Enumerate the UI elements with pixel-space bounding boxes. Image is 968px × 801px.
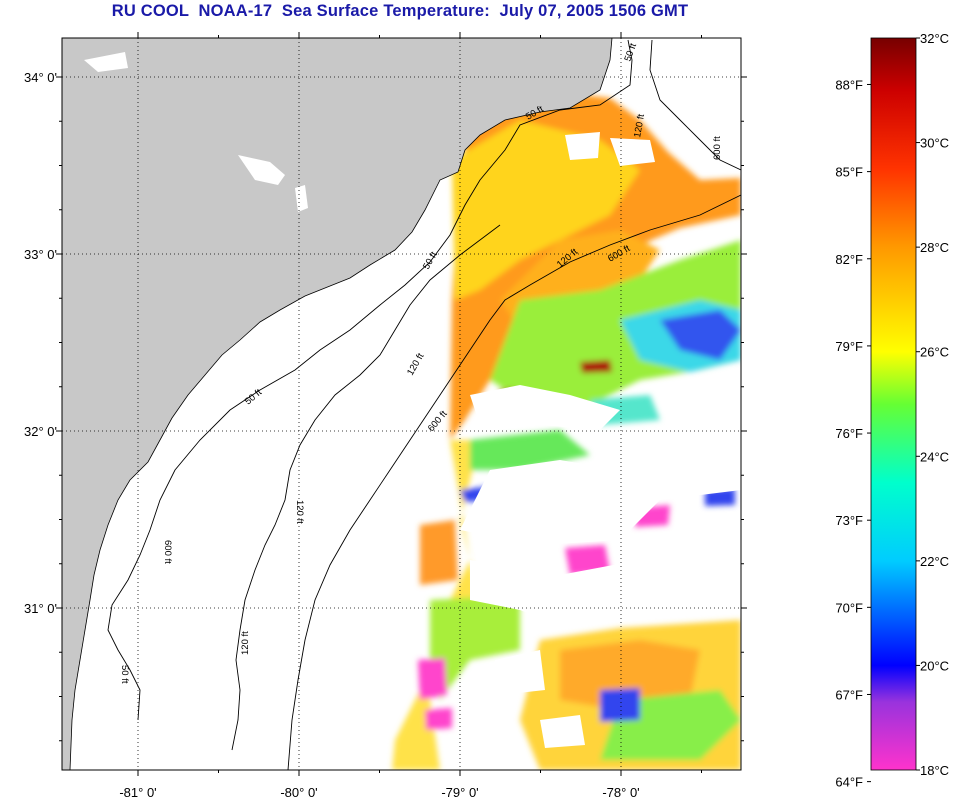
colorbar-fahrenheit-label: 76°F — [835, 426, 863, 441]
lon-tick-label: -78° 0' — [602, 785, 639, 800]
sst-region-shelf-yellow — [452, 120, 640, 300]
sst-region-southeast-orange — [560, 640, 700, 710]
sst-region-southwest-orange — [420, 520, 458, 585]
map-title: RU COOL NOAA-17 Sea Surface Temperature:… — [111, 2, 689, 20]
lat-tick-label: 34° 0' — [24, 70, 57, 85]
lon-tick-label: -80° 0' — [280, 785, 317, 800]
cloud-mask — [460, 60, 741, 748]
colorbar-fahrenheit-label: 64°F — [835, 775, 863, 790]
lat-tick-label: 32° 0' — [24, 424, 57, 439]
sst-patch-magenta-4 — [425, 708, 452, 730]
contour-50ft — [107, 39, 633, 721]
colorbar-celsius-label: 32°C — [920, 31, 949, 46]
colorbar-fahrenheit-label: 73°F — [835, 513, 863, 528]
contour-label: 50 ft — [119, 665, 130, 684]
colorbar-celsius-label: 26°C — [920, 345, 949, 360]
colorbar-celsius-label: 30°C — [920, 136, 949, 151]
colorbar-celsius-label: 22°C — [920, 554, 949, 569]
contour-label: 120 ft — [240, 631, 251, 655]
map-frame — [61, 37, 742, 771]
inland-water — [84, 52, 308, 212]
sst-region-offshore-green — [490, 240, 741, 420]
lon-tick-label: -79° 0' — [441, 785, 478, 800]
colorbar-fahrenheit-label: 88°F — [835, 77, 863, 92]
colorbar-celsius-label: 28°C — [920, 240, 949, 255]
colorbar-labels: 32°C 30°C 28°C 26°C 24°C 22°C 20°C 18°C 88°F 85°F… — [835, 31, 949, 790]
colorbar-celsius-label: 18°C — [920, 763, 949, 778]
colorbar-celsius-label: 24°C — [920, 449, 949, 464]
colorbar — [870, 37, 917, 771]
colorbar-fahrenheit-label: 70°F — [835, 600, 863, 615]
lat-tick-label: 33° 0' — [24, 247, 57, 262]
sst-patch-magenta-3 — [418, 658, 447, 700]
axis-labels: 34° 0' 33° 0' 32° 0' 31° 0' -81° 0' -80° 0' -7… — [24, 70, 640, 800]
contour-label: 600 ft — [712, 136, 723, 160]
land-mass — [62, 38, 612, 770]
coastline — [69, 38, 613, 770]
sst-data-field — [392, 92, 741, 770]
lon-tick-label: -81° 0' — [119, 785, 156, 800]
colorbar-fahrenheit-label: 85°F — [835, 165, 863, 180]
contour-120ft — [231, 39, 741, 751]
sst-region-south-green — [430, 595, 520, 700]
contour-label: 120 ft — [294, 500, 305, 524]
lat-tick-label: 31° 0' — [24, 601, 57, 616]
sst-patch-blue-3 — [600, 688, 640, 722]
colorbar-fahrenheit-label: 79°F — [835, 339, 863, 354]
contour-600ft — [287, 194, 741, 770]
colorbar-ticks — [867, 37, 920, 783]
sst-patch-darkred-1 — [580, 360, 612, 373]
depth-contours — [107, 39, 741, 770]
axis-ticks — [56, 32, 747, 776]
contour-label: 600 ft — [162, 540, 173, 564]
sst-patch-magenta-1 — [565, 545, 610, 575]
colorbar-celsius-label: 20°C — [920, 658, 949, 673]
sst-region-offshore-blue — [660, 310, 741, 360]
colorbar-fahrenheit-label: 67°F — [835, 687, 863, 702]
colorbar-fahrenheit-label: 82°F — [835, 252, 863, 267]
contour-label: 120 ft — [632, 113, 647, 139]
